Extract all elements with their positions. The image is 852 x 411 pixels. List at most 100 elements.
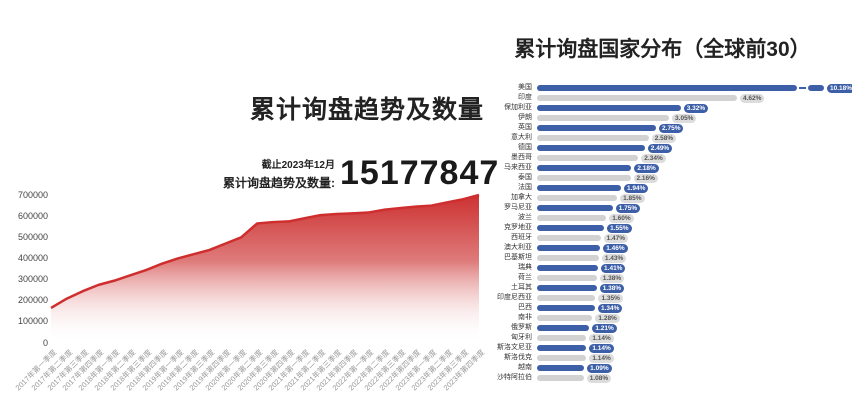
value-badge: 1.14% xyxy=(589,343,614,353)
value-badge: 2.16% xyxy=(633,173,658,183)
bar-track: 1.14% xyxy=(537,343,852,353)
country-label: 泰国 xyxy=(518,174,532,181)
value-badge: 1.14% xyxy=(589,333,614,343)
bar xyxy=(537,255,599,261)
bar-track: 1.21% xyxy=(537,323,852,333)
value-badge: 1.09% xyxy=(587,363,612,373)
country-label: 斯洛伐克 xyxy=(504,354,532,361)
bar-row: 巴西 1.34% xyxy=(420,303,852,313)
country-label: 荷兰 xyxy=(518,274,532,281)
bar-track: 2.58% xyxy=(537,133,852,143)
area-series-line xyxy=(50,193,480,309)
country-label: 德国 xyxy=(518,144,532,151)
as-of-date: 截止2023年12月 xyxy=(261,160,335,171)
bar-row: 伊朗 3.05% xyxy=(420,113,852,123)
bar-track: 4.62% xyxy=(537,93,852,103)
bar-row: 荷兰 1.38% xyxy=(420,273,852,283)
bar-row: 加拿大 1.85% xyxy=(420,193,852,203)
bar-row: 斯洛文尼亚 1.14% xyxy=(420,343,852,353)
bar-row: 澳大利亚 1.46% xyxy=(420,243,852,253)
bar xyxy=(537,95,737,101)
value-badge: 1.94% xyxy=(623,183,649,193)
bar xyxy=(537,355,587,361)
bar xyxy=(537,225,605,231)
country-label: 保加利亚 xyxy=(504,104,532,111)
bar-row: 越南 1.09% xyxy=(420,363,852,373)
bar-row: 罗马尼亚 1.75% xyxy=(420,203,852,213)
country-label: 马来西亚 xyxy=(504,164,532,171)
country-label: 印度 xyxy=(518,94,532,101)
value-badge: 1.47% xyxy=(603,233,629,243)
bar-track: 10.18% xyxy=(537,83,852,93)
bar xyxy=(537,285,597,291)
value-badge: 1.35% xyxy=(598,293,623,303)
bar-track: 1.47% xyxy=(537,233,852,243)
bar-row: 西班牙 1.47% xyxy=(420,233,852,243)
country-label: 法国 xyxy=(518,184,532,191)
bar xyxy=(537,135,649,141)
bar-row: 法国 1.94% xyxy=(420,183,852,193)
bar-track: 3.32% xyxy=(537,103,852,113)
value-badge: 1.41% xyxy=(601,263,626,273)
value-badge: 1.38% xyxy=(599,273,625,283)
country-label: 印度尼西亚 xyxy=(497,294,532,301)
value-badge: 1.43% xyxy=(601,253,627,263)
bar-track: 1.14% xyxy=(537,353,852,363)
bar xyxy=(537,205,613,211)
bar-row: 匈牙利 1.14% xyxy=(420,333,852,343)
bar-track: 2.34% xyxy=(537,153,852,163)
stat-block: 截止2023年12月 累计询盘趋势及数量: 15177847 xyxy=(195,154,499,193)
bar xyxy=(537,155,639,161)
bar xyxy=(537,315,593,321)
value-badge: 1.14% xyxy=(589,353,614,363)
country-label: 越南 xyxy=(518,364,532,371)
bar xyxy=(537,325,590,331)
bar-row: 印度尼西亚 1.35% xyxy=(420,293,852,303)
value-badge: 2.75% xyxy=(659,123,684,133)
bar-chart: 美国 10.18% 印度 4.62% 保加利亚 3.32% 伊朗 3.05% 英国 2.75% 意大… xyxy=(420,83,852,383)
value-badge: 10.18% xyxy=(827,83,852,93)
bar-track: 1.85% xyxy=(537,193,852,203)
value-badge: 2.49% xyxy=(647,143,673,153)
bar-track: 2.16% xyxy=(537,173,852,183)
y-axis: 0 100000 200000 300000 400000 500000 600000 700… xyxy=(6,0,48,411)
country-label: 匈牙利 xyxy=(511,334,532,341)
value-badge: 2.18% xyxy=(634,163,659,173)
area-chart-plot xyxy=(50,193,480,343)
axis-break-dash xyxy=(799,87,806,89)
bar-track: 2.75% xyxy=(537,123,852,133)
value-badge: 1.34% xyxy=(598,303,623,313)
bar-row: 英国 2.75% xyxy=(420,123,852,133)
y-tick-label: 100000 xyxy=(17,316,48,327)
value-badge: 3.05% xyxy=(672,113,697,123)
country-label: 意大利 xyxy=(511,134,532,141)
area-chart-title: 累计询盘趋势及数量 xyxy=(249,96,484,124)
bar-track: 1.46% xyxy=(537,243,852,253)
bar-row: 土耳其 1.38% xyxy=(420,283,852,293)
value-badge: 1.21% xyxy=(592,323,617,333)
country-label: 澳大利亚 xyxy=(504,244,532,251)
bar-track: 1.41% xyxy=(537,263,852,273)
bar xyxy=(537,115,670,121)
bar xyxy=(537,195,618,201)
country-label: 英国 xyxy=(518,124,532,131)
bar-row: 克罗地亚 1.55% xyxy=(420,223,852,233)
bar-track: 1.14% xyxy=(537,333,852,343)
country-label: 沙特阿拉伯 xyxy=(497,374,532,381)
bar-row: 德国 2.49% xyxy=(420,143,852,153)
bar xyxy=(537,295,596,301)
bar-row: 意大利 2.58% xyxy=(420,133,852,143)
bar-row: 南非 1.28% xyxy=(420,313,852,323)
stat-labels: 截止2023年12月 累计询盘趋势及数量: xyxy=(195,156,335,191)
bar xyxy=(537,165,632,171)
country-label: 巴基斯坦 xyxy=(504,254,532,261)
y-tick-label: 400000 xyxy=(17,252,48,263)
bar-track: 1.38% xyxy=(537,273,852,283)
bar xyxy=(537,105,681,111)
country-label: 西班牙 xyxy=(511,234,532,241)
value-badge: 2.34% xyxy=(641,153,666,163)
bar-track: 2.49% xyxy=(537,143,852,153)
country-label: 克罗地亚 xyxy=(504,224,532,231)
country-label: 瑞典 xyxy=(518,264,532,271)
